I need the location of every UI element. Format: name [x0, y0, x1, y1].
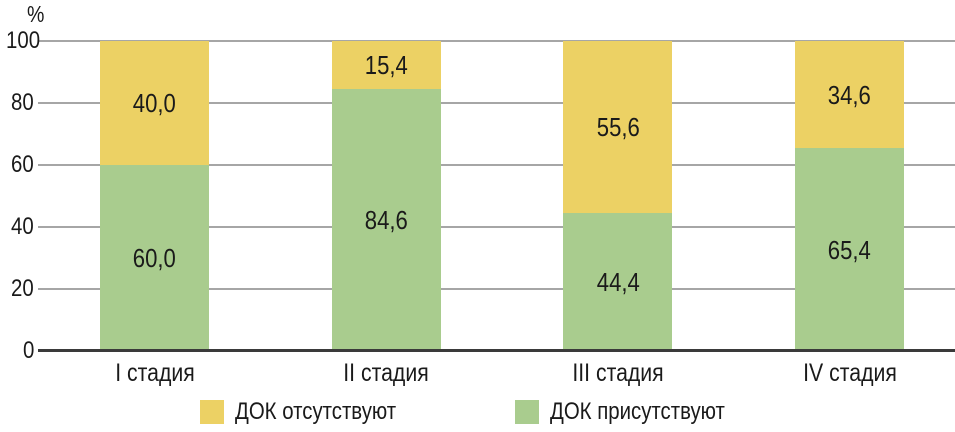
- segment-absent-stage-3: 55,6: [563, 41, 673, 214]
- segment-absent-stage-2: 15,4: [331, 41, 441, 89]
- x-category-text: III стадия: [572, 359, 664, 387]
- gridline-20: [38, 288, 955, 290]
- x-category-label-1: I стадия: [108, 361, 202, 386]
- legend-item-present: ДОК присутствуют: [514, 400, 756, 424]
- chart-legend: ДОК отсутствуют ДОК присутствуют: [200, 400, 755, 424]
- x-axis-line: [38, 349, 955, 352]
- segment-absent-stage-1: 40,0: [100, 41, 209, 165]
- bar-stage-3: 55,6 44,4: [563, 41, 673, 351]
- x-category-label-2: II стадия: [336, 361, 437, 386]
- bar-stage-1: 40,0 60,0: [100, 41, 209, 351]
- y-tick-label-40: 40: [0, 215, 34, 239]
- segment-value-label: 60,0: [132, 243, 177, 273]
- segment-present-stage-1: 60,0: [100, 165, 209, 351]
- x-category-text: I стадия: [114, 359, 195, 387]
- x-category-text: IV стадия: [802, 359, 897, 387]
- bar-stage-2: 15,4 84,6: [331, 41, 441, 351]
- gridline-40: [38, 226, 955, 228]
- y-tick-label-80: 80: [0, 91, 34, 115]
- legend-label-absent: ДОК отсутствуют: [235, 400, 425, 424]
- gridline-80: [38, 102, 955, 104]
- x-category-label-3: III стадия: [564, 361, 671, 386]
- segment-value-label: 84,6: [364, 204, 408, 235]
- y-tick-text: 80: [11, 89, 34, 116]
- y-tick-label-0: 0: [0, 339, 34, 363]
- y-tick-label-60: 60: [0, 153, 34, 177]
- y-tick-text: 40: [11, 213, 34, 240]
- x-category-label-4: IV стадия: [794, 361, 904, 386]
- y-tick-label-20: 20: [0, 277, 34, 301]
- legend-label-present: ДОК присутствуют: [550, 400, 756, 424]
- segment-value-label: 34,6: [828, 79, 872, 110]
- legend-swatch-present: [514, 400, 539, 424]
- x-category-text: II стадия: [343, 359, 429, 387]
- segment-present-stage-3: 44,4: [563, 213, 673, 351]
- bar-stage-4: 34,6 65,4: [795, 41, 905, 351]
- segment-value-label: 15,4: [364, 49, 408, 80]
- legend-swatch-absent: [200, 400, 224, 424]
- plot-area: 0 20 40 60 80 100 40,0 60,0 I стадия 15,4 84,6 II с…: [6, 29, 955, 386]
- segment-value-label: 40,0: [132, 88, 177, 118]
- y-axis-unit-label: %: [27, 1, 45, 27]
- gridline-100: [38, 40, 955, 42]
- segment-present-stage-2: 84,6: [331, 88, 441, 351]
- segment-value-label: 44,4: [596, 267, 640, 298]
- y-tick-text: 60: [11, 151, 34, 178]
- segment-absent-stage-4: 34,6: [795, 41, 905, 149]
- y-tick-text: 20: [11, 275, 34, 302]
- segment-present-stage-4: 65,4: [795, 148, 905, 351]
- y-tick-text: 100: [6, 27, 41, 54]
- legend-label-text: ДОК присутствуют: [549, 398, 725, 425]
- y-tick-text: 0: [22, 337, 34, 364]
- legend-item-absent: ДОК отсутствуют: [200, 400, 425, 424]
- legend-label-text: ДОК отсутствуют: [235, 398, 397, 425]
- y-tick-label-100: 100: [0, 29, 40, 53]
- segment-value-label: 55,6: [596, 112, 640, 143]
- gridline-60: [38, 164, 955, 166]
- segment-value-label: 65,4: [828, 234, 872, 265]
